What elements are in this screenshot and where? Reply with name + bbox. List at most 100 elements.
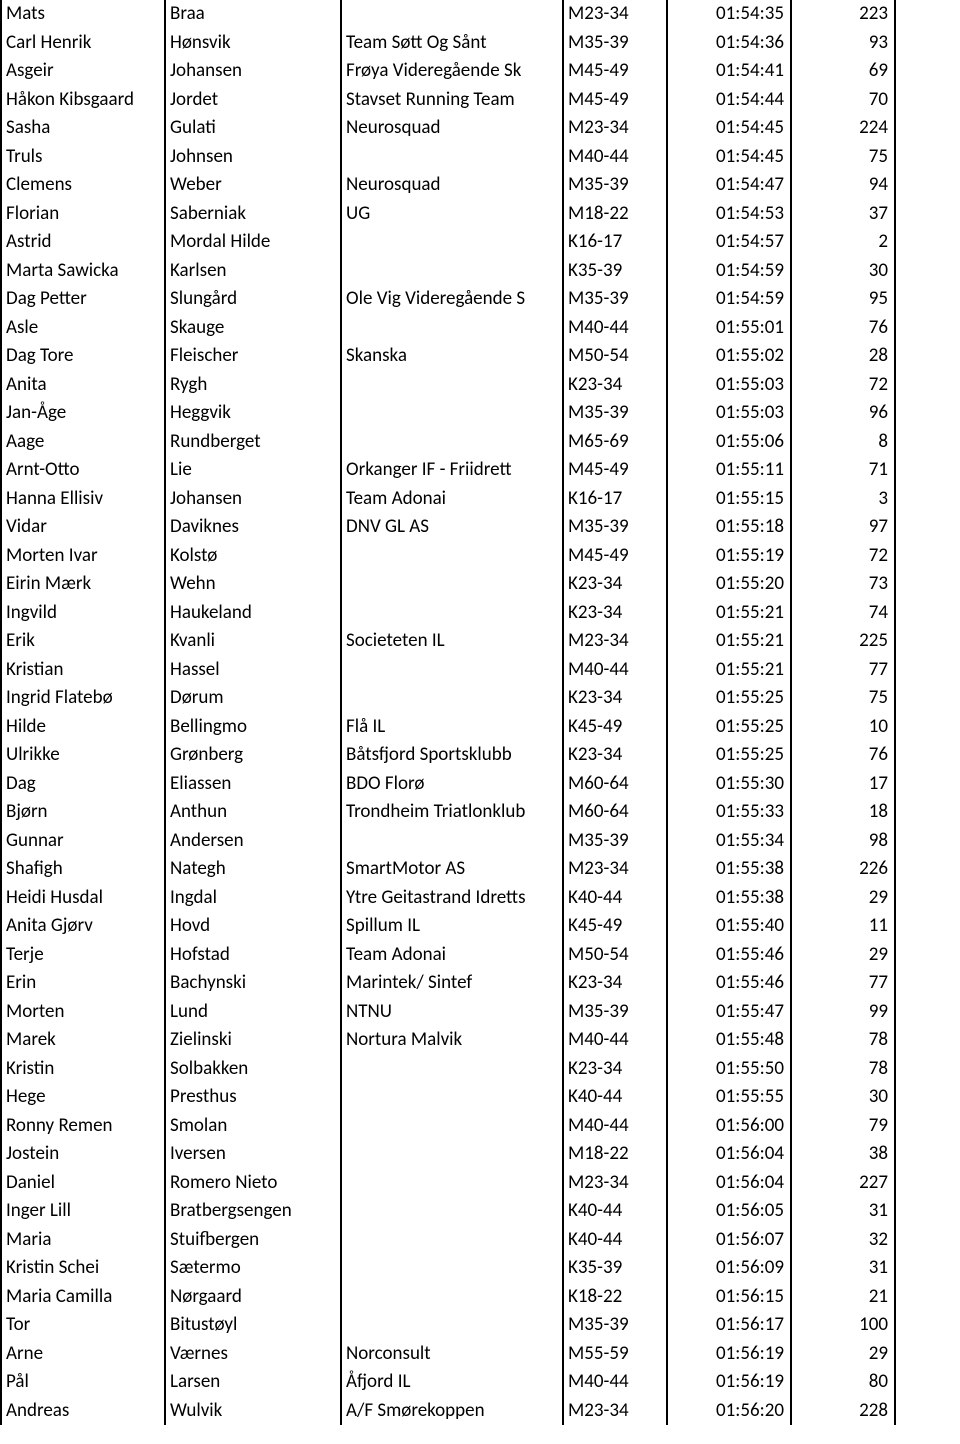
cell-time: 01:55:01 <box>667 314 791 343</box>
cell-overall: 782 <box>895 912 960 941</box>
cell-time: 01:54:47 <box>667 171 791 200</box>
cell-club <box>341 1311 563 1340</box>
cell-cat_rank: 77 <box>791 969 895 998</box>
cell-last_name: Jordet <box>165 86 341 115</box>
cell-time: 01:54:45 <box>667 114 791 143</box>
cell-overall: 756 <box>895 171 960 200</box>
cell-overall: 761 <box>895 314 960 343</box>
cell-cat_rank: 73 <box>791 570 895 599</box>
cell-overall: 781 <box>895 884 960 913</box>
cell-time: 01:54:35 <box>667 0 791 29</box>
cell-first_name: Håkon Kibsgaard <box>1 86 165 115</box>
cell-overall: 751 <box>895 29 960 58</box>
cell-club <box>341 1226 563 1255</box>
cell-cat_rank: 17 <box>791 770 895 799</box>
cell-last_name: Weber <box>165 171 341 200</box>
table-row: HegePresthusK40-4401:55:5530788 <box>1 1083 960 1112</box>
cell-time: 01:56:15 <box>667 1283 791 1312</box>
cell-first_name: Morten <box>1 998 165 1027</box>
cell-last_name: Johnsen <box>165 143 341 172</box>
cell-category: K45-49 <box>563 713 667 742</box>
cell-first_name: Vidar <box>1 513 165 542</box>
cell-cat_rank: 3 <box>791 485 895 514</box>
cell-overall: 778 <box>895 798 960 827</box>
cell-cat_rank: 99 <box>791 998 895 1027</box>
cell-last_name: Grønberg <box>165 741 341 770</box>
cell-cat_rank: 100 <box>791 1311 895 1340</box>
cell-category: M40-44 <box>563 314 667 343</box>
table-row: AnitaRyghK23-3401:55:0372763 <box>1 371 960 400</box>
cell-first_name: Dag <box>1 770 165 799</box>
cell-time: 01:56:04 <box>667 1140 791 1169</box>
cell-category: M40-44 <box>563 1112 667 1141</box>
cell-club: Stavset Running Team <box>341 86 563 115</box>
cell-club <box>341 542 563 571</box>
cell-cat_rank: 225 <box>791 627 895 656</box>
table-row: Ingrid FlatebøDørumK23-3401:55:2575774 <box>1 684 960 713</box>
cell-last_name: Braa <box>165 0 341 29</box>
cell-club <box>341 1169 563 1198</box>
cell-club <box>341 1254 563 1283</box>
cell-first_name: Anita <box>1 371 165 400</box>
cell-first_name: Shafigh <box>1 855 165 884</box>
cell-club <box>341 399 563 428</box>
cell-overall: 777 <box>895 770 960 799</box>
cell-first_name: Anita Gjørv <box>1 912 165 941</box>
table-row: AsleSkaugeM40-4401:55:0176761 <box>1 314 960 343</box>
cell-first_name: Maria Camilla <box>1 1283 165 1312</box>
cell-category: M23-34 <box>563 855 667 884</box>
table-row: Hanna EllisivJohansenTeam AdonaiK16-1701… <box>1 485 960 514</box>
cell-time: 01:55:55 <box>667 1083 791 1112</box>
cell-category: M60-64 <box>563 798 667 827</box>
cell-last_name: Rygh <box>165 371 341 400</box>
cell-category: K40-44 <box>563 1083 667 1112</box>
table-row: MarekZielinskiNortura MalvikM40-4401:55:… <box>1 1026 960 1055</box>
cell-club: DNV GL AS <box>341 513 563 542</box>
cell-time: 01:55:25 <box>667 684 791 713</box>
cell-overall: 764 <box>895 399 960 428</box>
cell-time: 01:55:33 <box>667 798 791 827</box>
cell-last_name: Nategh <box>165 855 341 884</box>
cell-category: M35-39 <box>563 1311 667 1340</box>
cell-category: M18-22 <box>563 200 667 229</box>
table-row: HildeBellingmoFlå ILK45-4901:55:2510775 <box>1 713 960 742</box>
cell-overall: 799 <box>895 1397 960 1426</box>
cell-first_name: Hanna Ellisiv <box>1 485 165 514</box>
cell-overall: 771 <box>895 599 960 628</box>
cell-cat_rank: 96 <box>791 399 895 428</box>
cell-first_name: Astrid <box>1 228 165 257</box>
cell-time: 01:55:03 <box>667 371 791 400</box>
cell-club <box>341 684 563 713</box>
cell-cat_rank: 77 <box>791 656 895 685</box>
cell-cat_rank: 226 <box>791 855 895 884</box>
cell-category: M18-22 <box>563 1140 667 1169</box>
cell-overall: 784 <box>895 969 960 998</box>
cell-cat_rank: 31 <box>791 1254 895 1283</box>
cell-club <box>341 599 563 628</box>
cell-category: K23-34 <box>563 1055 667 1084</box>
cell-last_name: Ingdal <box>165 884 341 913</box>
cell-club: UG <box>341 200 563 229</box>
cell-overall: 790 <box>895 1140 960 1169</box>
cell-club: Åfjord IL <box>341 1368 563 1397</box>
cell-club: Norconsult <box>341 1340 563 1369</box>
cell-last_name: Slungård <box>165 285 341 314</box>
cell-time: 01:56:09 <box>667 1254 791 1283</box>
cell-last_name: Andersen <box>165 827 341 856</box>
cell-time: 01:55:21 <box>667 627 791 656</box>
cell-overall: 750 <box>895 0 960 29</box>
cell-time: 01:54:36 <box>667 29 791 58</box>
cell-time: 01:55:25 <box>667 741 791 770</box>
cell-overall: 797 <box>895 1340 960 1369</box>
cell-category: K23-34 <box>563 570 667 599</box>
cell-time: 01:55:38 <box>667 855 791 884</box>
cell-last_name: Eliassen <box>165 770 341 799</box>
table-row: FlorianSaberniakUGM18-2201:54:5337757 <box>1 200 960 229</box>
cell-club: Flå IL <box>341 713 563 742</box>
cell-club <box>341 0 563 29</box>
cell-first_name: Terje <box>1 941 165 970</box>
cell-overall: 796 <box>895 1311 960 1340</box>
cell-first_name: Erin <box>1 969 165 998</box>
cell-category: M23-34 <box>563 1397 667 1426</box>
table-row: TerjeHofstadTeam AdonaiM50-5401:55:46297… <box>1 941 960 970</box>
